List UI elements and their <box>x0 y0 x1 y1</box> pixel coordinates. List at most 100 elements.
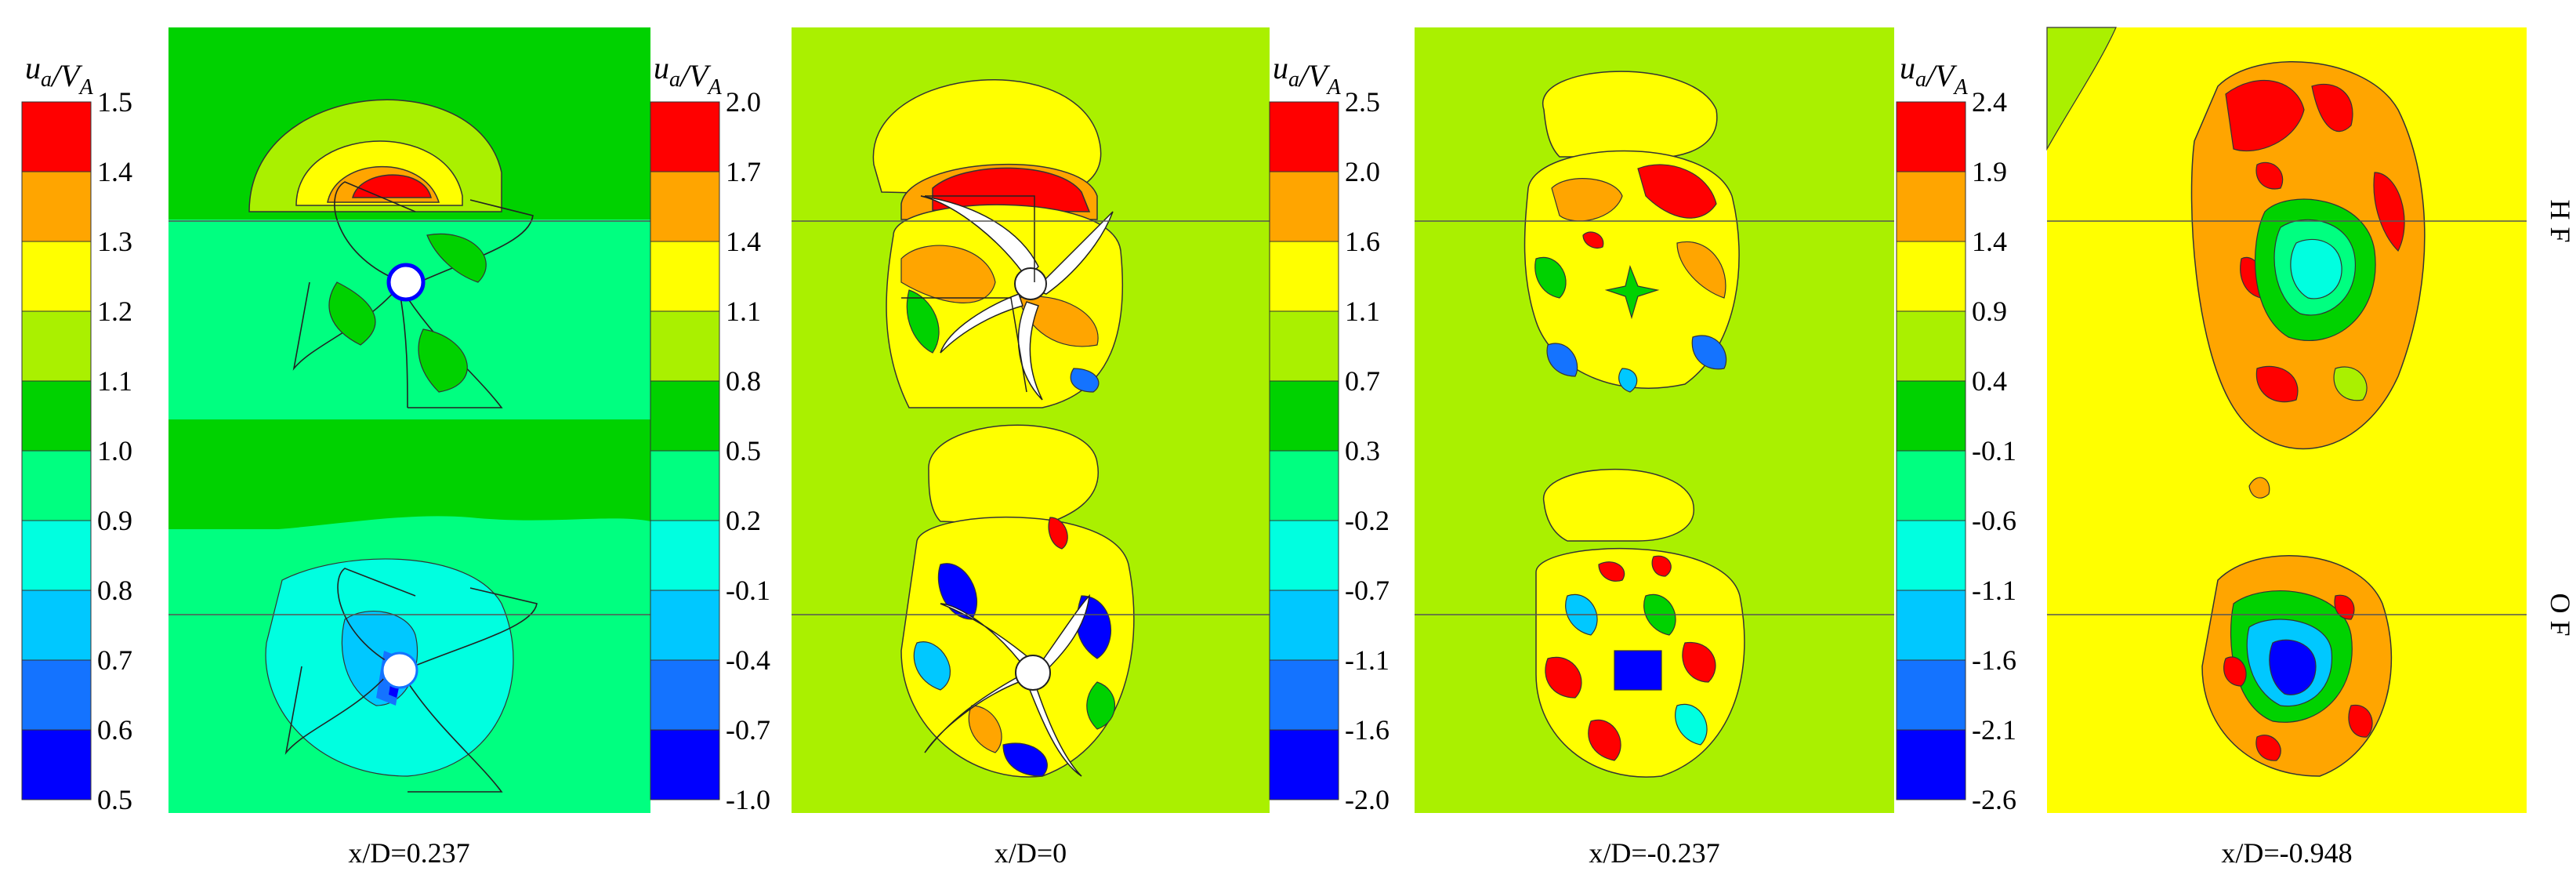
colorbar-band <box>21 520 92 591</box>
colorbar-band <box>650 171 720 242</box>
colorbar-tick-label: -0.7 <box>726 714 770 746</box>
colorbar-band <box>650 520 720 591</box>
colorbar-title: ua/VA <box>1273 50 1342 100</box>
colorbar-tick-label: 0.5 <box>726 435 761 466</box>
colorbar-tick-label: 0.3 <box>1345 435 1380 466</box>
colorbar-tick-label: 1.1 <box>1345 296 1380 327</box>
panel-2-xlabel: x/D=0 <box>995 837 1067 869</box>
contour-plot-1 <box>168 27 650 813</box>
colorbar-tick-label: -0.1 <box>1972 435 2016 466</box>
colorbar-band <box>1896 171 1966 242</box>
colorbar-tick-label: 1.5 <box>97 86 132 118</box>
colorbar-band <box>21 729 92 800</box>
colorbar-tick-label: 2.5 <box>1345 86 1380 118</box>
colorbar-band <box>21 101 92 172</box>
colorbar-tick-label: -1.1 <box>1345 644 1389 676</box>
colorbar-band <box>21 450 92 521</box>
colorbar-band <box>1896 729 1966 800</box>
colorbar-tick-label: -0.1 <box>726 575 770 606</box>
colorbar-band <box>1269 241 1339 312</box>
contour-plot-2 <box>792 27 1270 813</box>
colorbar-tick-label: 0.7 <box>97 644 132 676</box>
colorbar-band <box>1269 659 1339 731</box>
colorbar-2: 2.0 1.7 1.4 1.1 0.8 0.5 0.2 -0.1 -0.4 -0.7 -1.0 ua/… <box>650 50 770 815</box>
colorbar-1: 1.5 1.4 1.3 1.2 1.1 1.0 0.9 0.8 0.7 0.6 0.5 ua/VA <box>21 50 132 815</box>
colorbar-tick-label: -0.4 <box>726 644 770 676</box>
colorbar-tick-label: 1.9 <box>1972 156 2007 187</box>
colorbar-band <box>1269 310 1339 382</box>
row-label-hf: H F <box>2545 199 2576 242</box>
panel-2: 2.0 1.7 1.4 1.1 0.8 0.5 0.2 -0.1 -0.4 -0.7 -1.0 ua/… <box>650 27 1270 815</box>
colorbar-title: ua/VA <box>654 50 723 100</box>
colorbar-tick-label: -1.6 <box>1345 714 1389 746</box>
colorbar-band <box>650 450 720 521</box>
colorbar-tick-label: -2.6 <box>1972 784 2016 815</box>
colorbar-tick-label: 0.5 <box>97 784 132 815</box>
colorbar-band <box>21 380 92 452</box>
colorbar-band <box>1896 590 1966 661</box>
colorbar-tick-label: 0.8 <box>97 575 132 606</box>
colorbar-tick-label: 1.3 <box>97 226 132 257</box>
colorbar-band <box>1269 729 1339 800</box>
panel-4: 2.4 1.9 1.4 0.9 0.4 -0.1 -0.6 -1.1 -1.6 -2.1 -2.6 u… <box>1896 27 2527 815</box>
colorbar-tick-label: -0.7 <box>1345 575 1389 606</box>
colorbar-tick-label: -2.1 <box>1972 714 2016 746</box>
colorbar-band <box>1269 450 1339 521</box>
colorbar-band <box>650 310 720 382</box>
colorbar-tick-label: 1.1 <box>97 365 132 397</box>
colorbar-band <box>1896 310 1966 382</box>
colorbar-band <box>650 241 720 312</box>
row-label-of: O F <box>2545 593 2576 636</box>
colorbar-4: 2.4 1.9 1.4 0.9 0.4 -0.1 -0.6 -1.1 -1.6 -2.1 -2.6 u… <box>1896 50 2016 815</box>
colorbar-tick-label: 0.7 <box>1345 365 1380 397</box>
colorbar-band <box>1269 520 1339 591</box>
colorbar-tick-label: 0.6 <box>97 714 132 746</box>
colorbar-tick-label: -1.0 <box>726 784 770 815</box>
colorbar-tick-label: 0.2 <box>726 505 761 536</box>
colorbar-3: 2.5 2.0 1.6 1.1 0.7 0.3 -0.2 -0.7 -1.1 -1.6 -2.0 ua… <box>1269 50 1389 815</box>
colorbar-band <box>1269 101 1339 172</box>
colorbar-tick-label: 2.4 <box>1972 86 2007 118</box>
colorbar-tick-label: -0.2 <box>1345 505 1389 536</box>
contour-plot-3 <box>1415 27 1894 813</box>
colorbar-tick-label: 1.1 <box>726 296 761 327</box>
colorbar-band <box>21 590 92 661</box>
colorbar-tick-label: 1.4 <box>1972 226 2007 257</box>
colorbar-tick-label: -2.0 <box>1345 784 1389 815</box>
colorbar-title: ua/VA <box>1900 50 1969 100</box>
colorbar-band <box>1896 450 1966 521</box>
colorbar-tick-label: 0.4 <box>1972 365 2007 397</box>
colorbar-tick-label: 1.6 <box>1345 226 1380 257</box>
colorbar-band <box>650 380 720 452</box>
colorbar-band <box>1896 659 1966 731</box>
colorbar-title: ua/VA <box>25 50 94 100</box>
colorbar-band <box>21 659 92 731</box>
colorbar-band <box>650 101 720 172</box>
colorbar-tick-label: 1.0 <box>97 435 132 466</box>
colorbar-band <box>650 659 720 731</box>
colorbar-tick-label: 1.4 <box>97 156 132 187</box>
colorbar-band <box>1896 241 1966 312</box>
colorbar-band <box>650 729 720 800</box>
colorbar-band <box>1896 520 1966 591</box>
colorbar-band <box>650 590 720 661</box>
colorbar-tick-label: 0.9 <box>1972 296 2007 327</box>
colorbar-tick-label: 0.9 <box>97 505 132 536</box>
colorbar-tick-label: 1.2 <box>97 296 132 327</box>
panel-1: 1.5 1.4 1.3 1.2 1.1 1.0 0.9 0.8 0.7 0.6 0.5 ua/VA <box>21 27 650 815</box>
colorbar-band <box>1896 380 1966 452</box>
panel-4-xlabel: x/D=-0.948 <box>2221 837 2352 869</box>
colorbar-band <box>21 241 92 312</box>
colorbar-tick-label: 2.0 <box>726 86 761 118</box>
panel-1-xlabel: x/D=0.237 <box>348 837 469 869</box>
colorbar-band <box>1269 590 1339 661</box>
colorbar-tick-label: 1.7 <box>726 156 761 187</box>
colorbar-tick-label: 2.0 <box>1345 156 1380 187</box>
colorbar-tick-label: -1.1 <box>1972 575 2016 606</box>
colorbar-band <box>21 171 92 242</box>
panel-3-xlabel: x/D=-0.237 <box>1589 837 1719 869</box>
colorbar-band <box>1269 380 1339 452</box>
colorbar-band <box>21 310 92 382</box>
contour-plot-4 <box>2046 27 2527 813</box>
